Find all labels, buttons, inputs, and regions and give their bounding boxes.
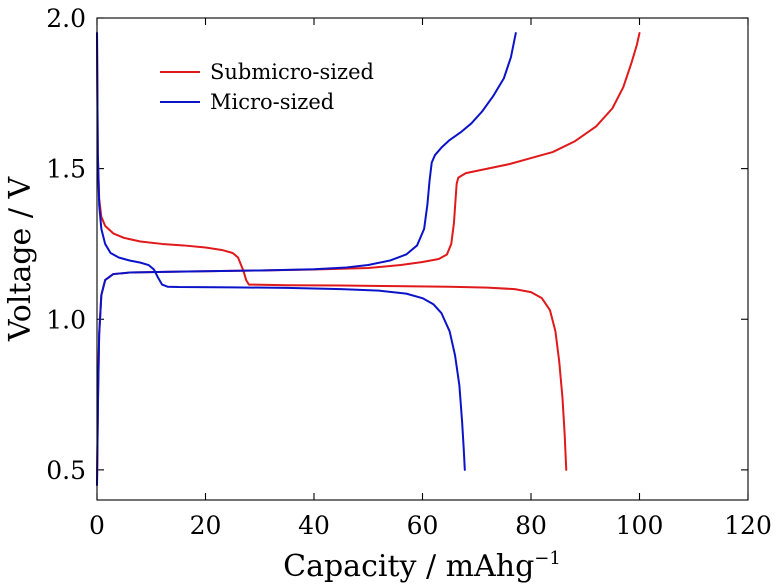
x-tick-label-20: 20 (190, 511, 222, 540)
x-axis-title-superscript: −1 (534, 548, 561, 569)
ticks-layer (96, 17, 749, 500)
x-axis-title-main: Capacity / mAhg (283, 549, 534, 584)
y-tick-label-1: 1.0 (46, 305, 86, 334)
legend: Submicro-sized Micro-sized (160, 60, 374, 114)
x-tick-label-60: 60 (407, 511, 439, 540)
legend-label-submicro: Submicro-sized (210, 60, 374, 84)
x-tick-label-80: 80 (515, 511, 547, 540)
x-tick-label-40: 40 (298, 511, 330, 540)
y-tick-label-1.5: 1.5 (46, 155, 86, 184)
x-tick-label-0: 0 (89, 511, 105, 540)
tick-labels-layer: 0 20 40 60 80 100 120 0.5 1.0 1.5 2.0 (46, 4, 772, 540)
legend-label-micro: Micro-sized (210, 90, 334, 114)
plot-frame (96, 17, 749, 501)
y-tick-label-0.5: 0.5 (46, 456, 86, 485)
y-axis-title: Voltage / V (3, 176, 38, 343)
series-submicro-sized-charge-curve (96, 32, 641, 486)
lines-layer (96, 32, 641, 486)
series-submicro-sized-discharge-curve (96, 32, 568, 471)
x-axis-title: Capacity / mAhg−1 (283, 548, 561, 584)
series-micro-sized-charge-curve (96, 32, 517, 486)
x-tick-label-120: 120 (724, 511, 772, 540)
x-tick-label-100: 100 (616, 511, 664, 540)
series-micro-sized-discharge-curve (96, 32, 466, 471)
y-tick-label-2: 2.0 (46, 4, 86, 33)
